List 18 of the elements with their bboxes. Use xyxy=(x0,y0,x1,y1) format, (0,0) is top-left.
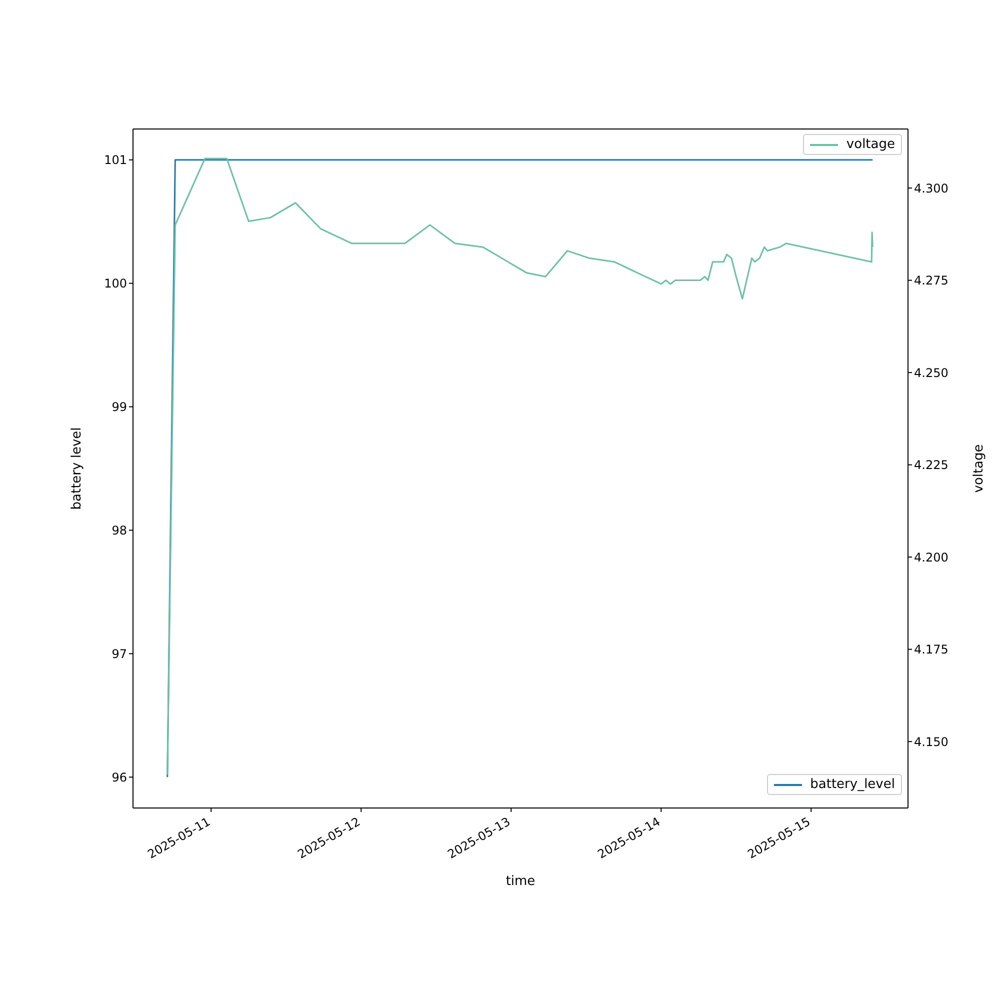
y2-tick-label: 4.250 xyxy=(914,366,948,380)
y-axis-title: battery level xyxy=(70,427,85,510)
y2-tick-label: 4.225 xyxy=(914,458,948,472)
y2-tick-label: 4.275 xyxy=(914,274,948,288)
y2-tick-label: 4.175 xyxy=(914,642,948,657)
y-tick-label: 96 xyxy=(112,770,127,784)
y-tick-label: 97 xyxy=(112,646,127,661)
x-axis-title: time xyxy=(506,874,536,890)
y-tick-label: 101 xyxy=(104,153,127,168)
y-tick-label: 100 xyxy=(104,276,127,291)
legend-label: voltage xyxy=(846,137,895,152)
y2-tick-label: 4.300 xyxy=(914,181,948,196)
y2-axis-title: voltage xyxy=(972,444,987,493)
y-tick-label: 98 xyxy=(112,523,127,538)
y2-tick-label: 4.150 xyxy=(914,734,948,749)
y2-tick-label: 4.200 xyxy=(914,550,948,564)
legend-label: battery_level xyxy=(810,777,895,792)
y-tick-label: 99 xyxy=(112,400,127,414)
